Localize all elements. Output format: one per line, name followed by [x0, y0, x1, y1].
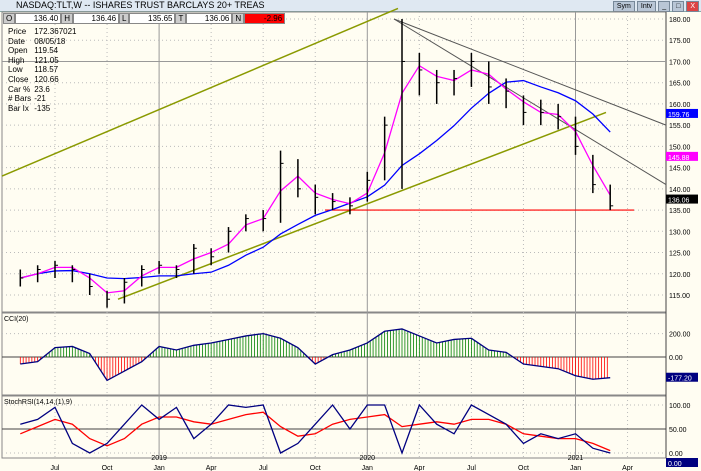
x-year-label: 2019: [151, 455, 167, 462]
trend-channel-lower: [117, 111, 607, 300]
info-row: # Bars -21: [8, 94, 77, 104]
stoch-tick-label: 0.00: [669, 451, 683, 458]
info-value: 120.66: [34, 74, 59, 84]
y-tick-label: 170.00: [669, 59, 691, 66]
cci-title: CCI(20): [4, 316, 29, 323]
x-tick-label: Oct: [518, 465, 529, 471]
info-label: Low: [8, 65, 23, 75]
high-value: 136.46: [73, 13, 120, 24]
cci-line: [20, 328, 611, 382]
info-row: High 121.05: [8, 56, 77, 66]
y-tick-label: 115.00: [669, 293, 690, 300]
ma-long-value-bg: [666, 108, 698, 118]
quote-strip: O 136.40 H 136.46 L 135.65 T 136.06 N -2.96: [3, 13, 286, 24]
info-value: 23.6: [34, 84, 50, 94]
net-change: -2.96: [244, 13, 286, 24]
cci-last-value: -177.20: [668, 376, 692, 383]
ma-long-value: 159.76: [668, 112, 690, 119]
info-label: Bar Ix: [8, 103, 29, 113]
x-tick-label: Jan: [362, 465, 373, 471]
x-tick-label: Jul: [259, 465, 268, 471]
info-label: Open: [8, 46, 28, 56]
y-tick-label: 160.00: [669, 102, 691, 109]
last-value: 136.06: [186, 13, 233, 24]
info-label: High: [8, 55, 25, 65]
info-value: 08/05/18: [34, 36, 66, 46]
last-price-value: 136.06: [668, 198, 690, 205]
info-panel: Price 172.367021 Date 08/05/18 Open 119.54…: [8, 27, 77, 113]
info-row: Car % 23.6: [8, 85, 77, 95]
low-value: 135.65: [129, 13, 176, 24]
trendline-upper: [393, 18, 667, 126]
y-tick-label: 180.00: [669, 17, 691, 24]
cci-tick-label: 200.00: [669, 332, 691, 339]
panel-frame: [1, 11, 667, 313]
info-label: Car %: [8, 84, 31, 94]
maximize-button[interactable]: □: [672, 1, 685, 12]
y-tick-label: 135.00: [669, 208, 691, 215]
x-tick-label: Jul: [51, 465, 60, 471]
y-tick-label: 150.00: [669, 144, 691, 151]
y-tick-label: 165.00: [669, 81, 691, 88]
info-label: Close: [8, 74, 29, 84]
stoch-last-value-bg: [666, 458, 698, 467]
open-value: 136.40: [15, 13, 62, 24]
close-button[interactable]: X: [686, 1, 699, 12]
info-value: -21: [34, 94, 46, 104]
info-value: 172.367021: [34, 27, 77, 36]
info-value: 121.05: [34, 55, 59, 65]
info-value: 118.57: [34, 65, 59, 75]
x-year-label: 2020: [360, 455, 376, 462]
y-tick-label: 120.00: [669, 272, 691, 279]
cci-tick-label: 0.00: [669, 355, 683, 362]
info-label: Price: [8, 27, 27, 36]
trendline-lower: [393, 18, 667, 186]
ma-short-value: 145.88: [668, 155, 690, 162]
x-tick-label: Oct: [310, 465, 321, 471]
stoch-tick-label: 100.00: [669, 403, 691, 410]
info-value: -135: [34, 103, 51, 113]
y-tick-label: 175.00: [669, 38, 691, 45]
x-tick-label: Apr: [622, 465, 634, 471]
x-tick-label: Apr: [414, 465, 426, 471]
stoch-tick-label: 50.00: [669, 427, 687, 434]
stochrsi-title: StochRSI(14,14,(1),9): [4, 399, 72, 406]
info-row: Bar Ix -135: [8, 104, 77, 114]
last-price-value-bg: [666, 194, 698, 204]
info-row: Low 118.57: [8, 65, 77, 75]
info-label: Date: [8, 36, 25, 46]
x-tick-label: Jan: [570, 465, 581, 471]
x-tick-label: Jan: [153, 465, 164, 471]
info-row: Price 172.367021: [8, 27, 77, 37]
trend-channel-upper: [1, 7, 399, 177]
stoch-line: [20, 403, 611, 455]
x-tick-label: Oct: [102, 465, 113, 471]
info-row: Open 119.54: [8, 46, 77, 56]
info-row: Date 08/05/18: [8, 37, 77, 47]
info-label: # Bars: [8, 94, 32, 104]
y-tick-label: 155.00: [669, 123, 691, 130]
info-value: 119.54: [34, 46, 59, 56]
ma-short-value-bg: [666, 151, 698, 161]
y-tick-label: 130.00: [669, 229, 691, 236]
ma-long-line: [20, 79, 611, 280]
y-tick-label: 140.00: [669, 187, 691, 194]
cci-last-value-bg: [666, 372, 698, 382]
ma-short-line: [20, 64, 611, 294]
stoch-signal-line: [20, 411, 611, 452]
info-row: Close 120.66: [8, 75, 77, 85]
x-tick-label: Apr: [206, 465, 218, 471]
y-tick-label: 145.00: [669, 166, 691, 173]
x-year-label: 2021: [568, 455, 584, 462]
window-title: NASDAQ:TLT,W -- ISHARES TRUST BARCLAYS 2…: [16, 0, 265, 10]
stoch-last-value: 0.00: [668, 461, 682, 468]
y-tick-label: 125.00: [669, 251, 691, 258]
x-tick-label: Jul: [467, 465, 476, 471]
